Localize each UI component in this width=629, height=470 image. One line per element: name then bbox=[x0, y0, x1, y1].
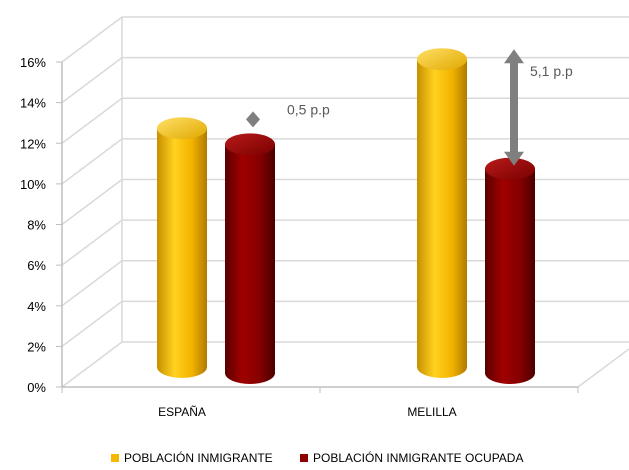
bar-cylinder-top bbox=[157, 117, 207, 140]
side-grid-line bbox=[61, 260, 123, 307]
bar-cylinder-top bbox=[225, 133, 275, 156]
y-tick-label: 0% bbox=[27, 380, 46, 395]
y-tick-label: 6% bbox=[27, 258, 46, 273]
side-grid-line bbox=[61, 178, 123, 226]
y-tick-label: 4% bbox=[27, 299, 46, 314]
legend-item-label: POBLACIÓN INMIGRANTE bbox=[124, 450, 273, 465]
gap-arrow-head-up bbox=[504, 49, 524, 64]
legend-swatch bbox=[111, 454, 119, 462]
y-tick-label: 2% bbox=[27, 339, 46, 354]
legend: POBLACIÓN INMIGRANTE POBLACIÓN INMIGRANTE… bbox=[111, 450, 523, 465]
side-grid-line bbox=[61, 97, 123, 144]
bar-cylinder-top bbox=[417, 48, 467, 71]
side-grid-line bbox=[61, 219, 123, 266]
annotation-layer: 0,5 p.p 5,1 p.p bbox=[246, 49, 573, 166]
bar-cylinder-top bbox=[485, 157, 535, 180]
y-tick-label: 8% bbox=[27, 218, 46, 233]
bar-cylinder bbox=[485, 168, 535, 384]
annotation-label: 5,1 p.p bbox=[530, 63, 573, 79]
y-tick-label: 10% bbox=[20, 177, 46, 192]
gap-arrow-shaft bbox=[510, 62, 518, 153]
side-grid-line bbox=[61, 57, 123, 104]
side-grid-line bbox=[61, 341, 123, 388]
y-tick-label: 16% bbox=[20, 55, 46, 70]
x-category-label: ESPAÑA bbox=[158, 405, 206, 419]
gap-arrow-head-down bbox=[504, 151, 524, 166]
annotation-label: 0,5 p.p bbox=[287, 101, 330, 117]
y-tick-label: 12% bbox=[20, 136, 46, 151]
side-grid-line bbox=[61, 16, 123, 63]
bar-cylinder bbox=[157, 128, 207, 378]
bar-cylinder bbox=[225, 144, 275, 384]
legend-swatch bbox=[300, 454, 308, 462]
bars-layer bbox=[157, 48, 535, 384]
axis-layer: 0% 2% 4% 6% 8% 10% 12% 14% 16% ESPAÑA MELILLA bbox=[20, 55, 629, 419]
x-category-label: MELILLA bbox=[407, 405, 456, 419]
side-grid-line bbox=[61, 300, 123, 347]
side-grid-line bbox=[61, 138, 123, 185]
legend-item-label: POBLACIÓN INMIGRANTE OCUPADA bbox=[313, 450, 523, 465]
bar-cylinder bbox=[417, 59, 467, 378]
gap-diamond-marker bbox=[246, 111, 260, 128]
floor-edge-right bbox=[577, 348, 629, 388]
y-tick-label: 14% bbox=[20, 96, 46, 111]
